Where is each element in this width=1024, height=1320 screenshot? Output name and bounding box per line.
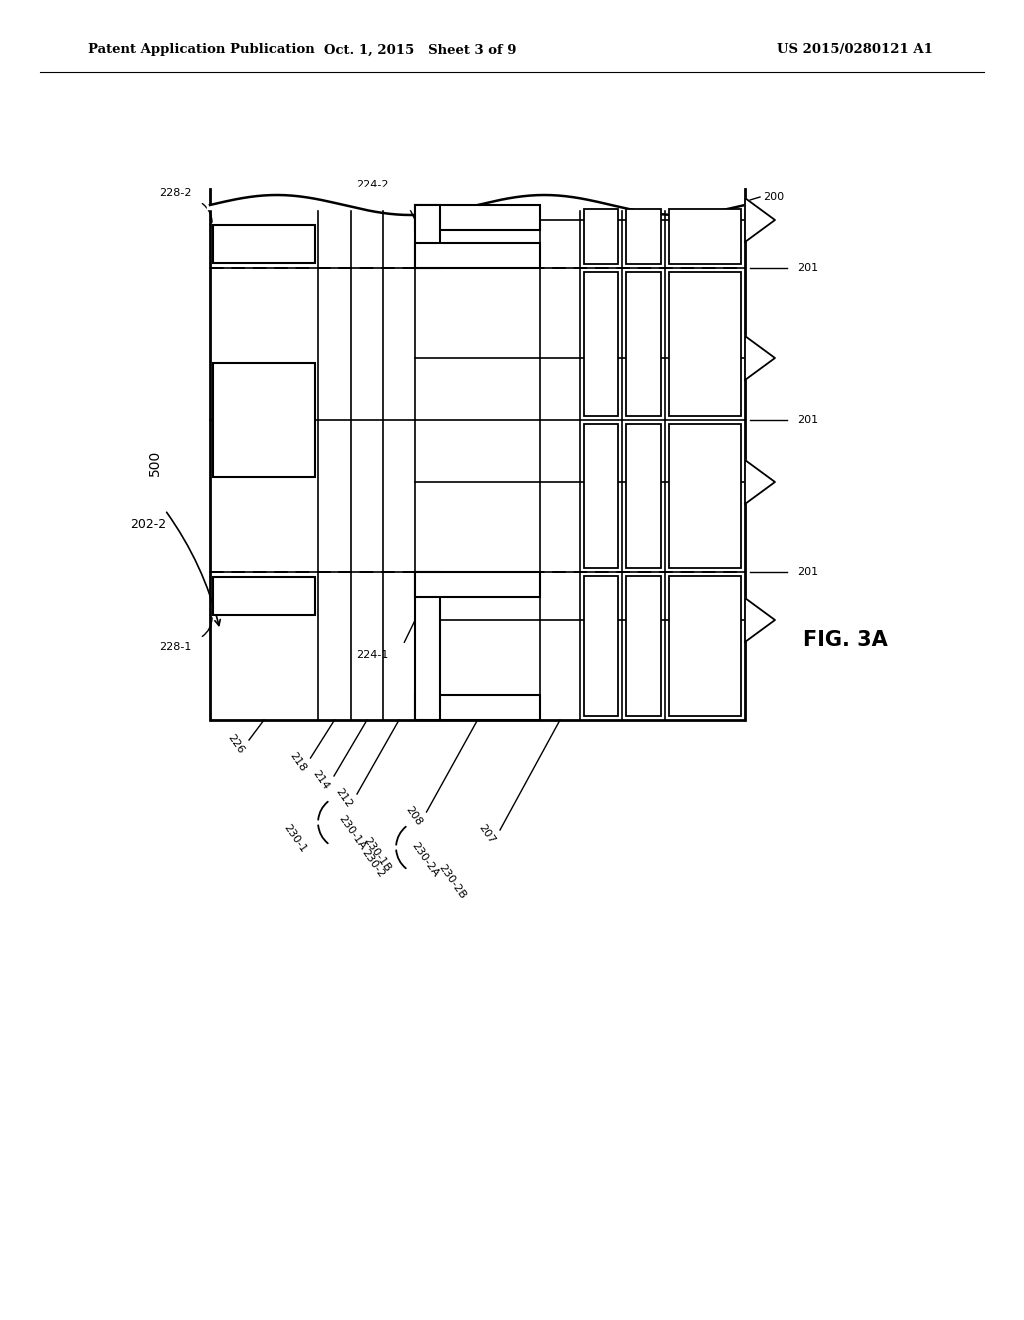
Bar <box>584 576 618 715</box>
Bar <box>584 424 618 568</box>
Text: 201: 201 <box>797 263 818 273</box>
Text: 224-1: 224-1 <box>356 649 388 660</box>
Text: 230-1B: 230-1B <box>361 836 393 874</box>
Text: 500: 500 <box>148 449 162 475</box>
Text: 218: 218 <box>287 751 307 774</box>
Bar <box>669 424 741 568</box>
Text: 210-1A: 210-1A <box>639 478 648 515</box>
Bar <box>626 424 662 568</box>
Text: FIG. 3A: FIG. 3A <box>803 630 888 649</box>
Bar <box>669 576 741 715</box>
Text: 203-1B: 203-1B <box>700 627 710 665</box>
Text: 208: 208 <box>403 805 424 828</box>
Bar <box>213 577 315 615</box>
Bar <box>626 272 662 416</box>
Bar <box>626 209 662 264</box>
Polygon shape <box>745 337 775 380</box>
Text: 230-2B: 230-2B <box>437 862 468 900</box>
Text: 203-1A: 203-1A <box>700 478 710 515</box>
Bar <box>415 243 540 268</box>
Text: 203-2B: 203-2B <box>700 218 710 255</box>
Text: 228-1: 228-1 <box>160 642 193 652</box>
Text: 206-2A: 206-2A <box>596 325 606 363</box>
Polygon shape <box>745 598 775 642</box>
Bar <box>210 205 745 719</box>
Text: 230-2: 230-2 <box>359 847 386 879</box>
Text: 207: 207 <box>476 822 497 846</box>
Text: 202-2: 202-2 <box>130 519 166 532</box>
Text: 230-2A: 230-2A <box>410 840 441 878</box>
Polygon shape <box>745 459 775 504</box>
Text: 206-1A: 206-1A <box>596 478 606 515</box>
Bar <box>626 576 662 715</box>
Text: 212: 212 <box>334 787 354 809</box>
Text: 214: 214 <box>310 768 331 792</box>
Bar <box>213 363 315 477</box>
Text: BL1: BL1 <box>253 239 275 249</box>
Bar <box>584 272 618 416</box>
Bar <box>415 205 440 268</box>
Bar <box>415 205 540 230</box>
Bar <box>669 272 741 416</box>
Text: 206-2B: 206-2B <box>596 218 606 255</box>
Text: 201: 201 <box>797 414 818 425</box>
Text: US 2015/0280121 A1: US 2015/0280121 A1 <box>777 44 933 57</box>
Polygon shape <box>745 198 775 242</box>
Text: 210-2A: 210-2A <box>639 325 648 363</box>
Text: 230-1: 230-1 <box>282 822 308 854</box>
Text: 210-2B: 210-2B <box>639 218 648 255</box>
Bar <box>415 572 440 719</box>
Text: BL1: BL1 <box>253 591 275 601</box>
Text: 200: 200 <box>763 191 784 202</box>
Bar <box>669 209 741 264</box>
Text: 230-1A: 230-1A <box>337 813 368 851</box>
Text: 206-1B: 206-1B <box>596 627 606 665</box>
Bar <box>584 209 618 264</box>
Text: Patent Application Publication: Patent Application Publication <box>88 44 314 57</box>
Text: SL1: SL1 <box>253 414 275 425</box>
Text: 228-2: 228-2 <box>160 187 193 198</box>
Text: 203-2A: 203-2A <box>700 325 710 363</box>
Text: Oct. 1, 2015   Sheet 3 of 9: Oct. 1, 2015 Sheet 3 of 9 <box>324 44 516 57</box>
Bar <box>415 696 540 719</box>
Text: 224-2: 224-2 <box>356 180 388 190</box>
Bar <box>415 572 540 597</box>
Bar <box>213 224 315 263</box>
Text: 226: 226 <box>225 733 246 756</box>
Text: 210-1B: 210-1B <box>639 627 648 665</box>
Text: 201: 201 <box>797 568 818 577</box>
